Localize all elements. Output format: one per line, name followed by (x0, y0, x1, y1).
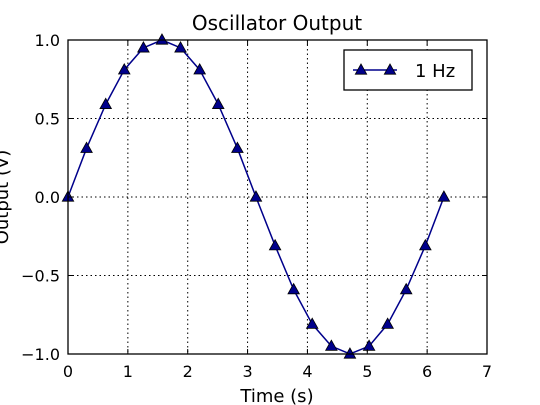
data-point (249, 190, 263, 202)
data-point (174, 41, 187, 53)
x-tick-label: 6 (422, 362, 432, 381)
y-tick-label: 0.0 (35, 188, 60, 207)
data-point (287, 282, 301, 295)
legend-marker (354, 63, 368, 75)
x-tick-label: 1 (123, 362, 133, 381)
data-point (80, 141, 93, 153)
legend-label-1hz: 1 Hz (415, 61, 455, 82)
data-point (418, 238, 432, 251)
data-point (155, 33, 169, 45)
data-point (193, 63, 207, 75)
data-point (117, 63, 131, 75)
x-tick-label: 4 (302, 362, 312, 381)
data-point (362, 339, 376, 351)
legend-marker (383, 63, 397, 75)
y-tick-label: −0.5 (21, 267, 60, 286)
x-tick-label: 0 (63, 362, 73, 381)
ticks: 0 1 2 3 4 5 6 7 −1.0 −0.5 0.0 0.5 1.0 (21, 31, 492, 381)
x-axis-label: Time (s) (239, 386, 313, 405)
data-point (381, 317, 395, 329)
y-tick-label: 0.5 (35, 110, 60, 129)
data-point (305, 317, 319, 329)
x-tick-label: 7 (482, 362, 492, 381)
grid (68, 40, 487, 354)
legend: 1 Hz (343, 49, 473, 91)
y-tick-label: 1.0 (35, 31, 60, 50)
data-point (324, 339, 338, 351)
y-axis-label: Output (V) (0, 150, 13, 245)
series-layer (61, 33, 451, 359)
data-point (211, 97, 225, 109)
chart-title: Oscillator Output (192, 11, 362, 35)
y-tick-label: −1.0 (21, 345, 60, 364)
x-tick-label: 3 (242, 362, 252, 381)
data-point (437, 190, 451, 202)
x-tick-label: 2 (183, 362, 193, 381)
data-point (99, 97, 113, 109)
data-point (231, 141, 244, 153)
data-point (137, 41, 150, 53)
data-point (343, 347, 357, 359)
data-point (399, 282, 413, 295)
data-point (268, 238, 282, 251)
x-tick-label: 5 (362, 362, 372, 381)
